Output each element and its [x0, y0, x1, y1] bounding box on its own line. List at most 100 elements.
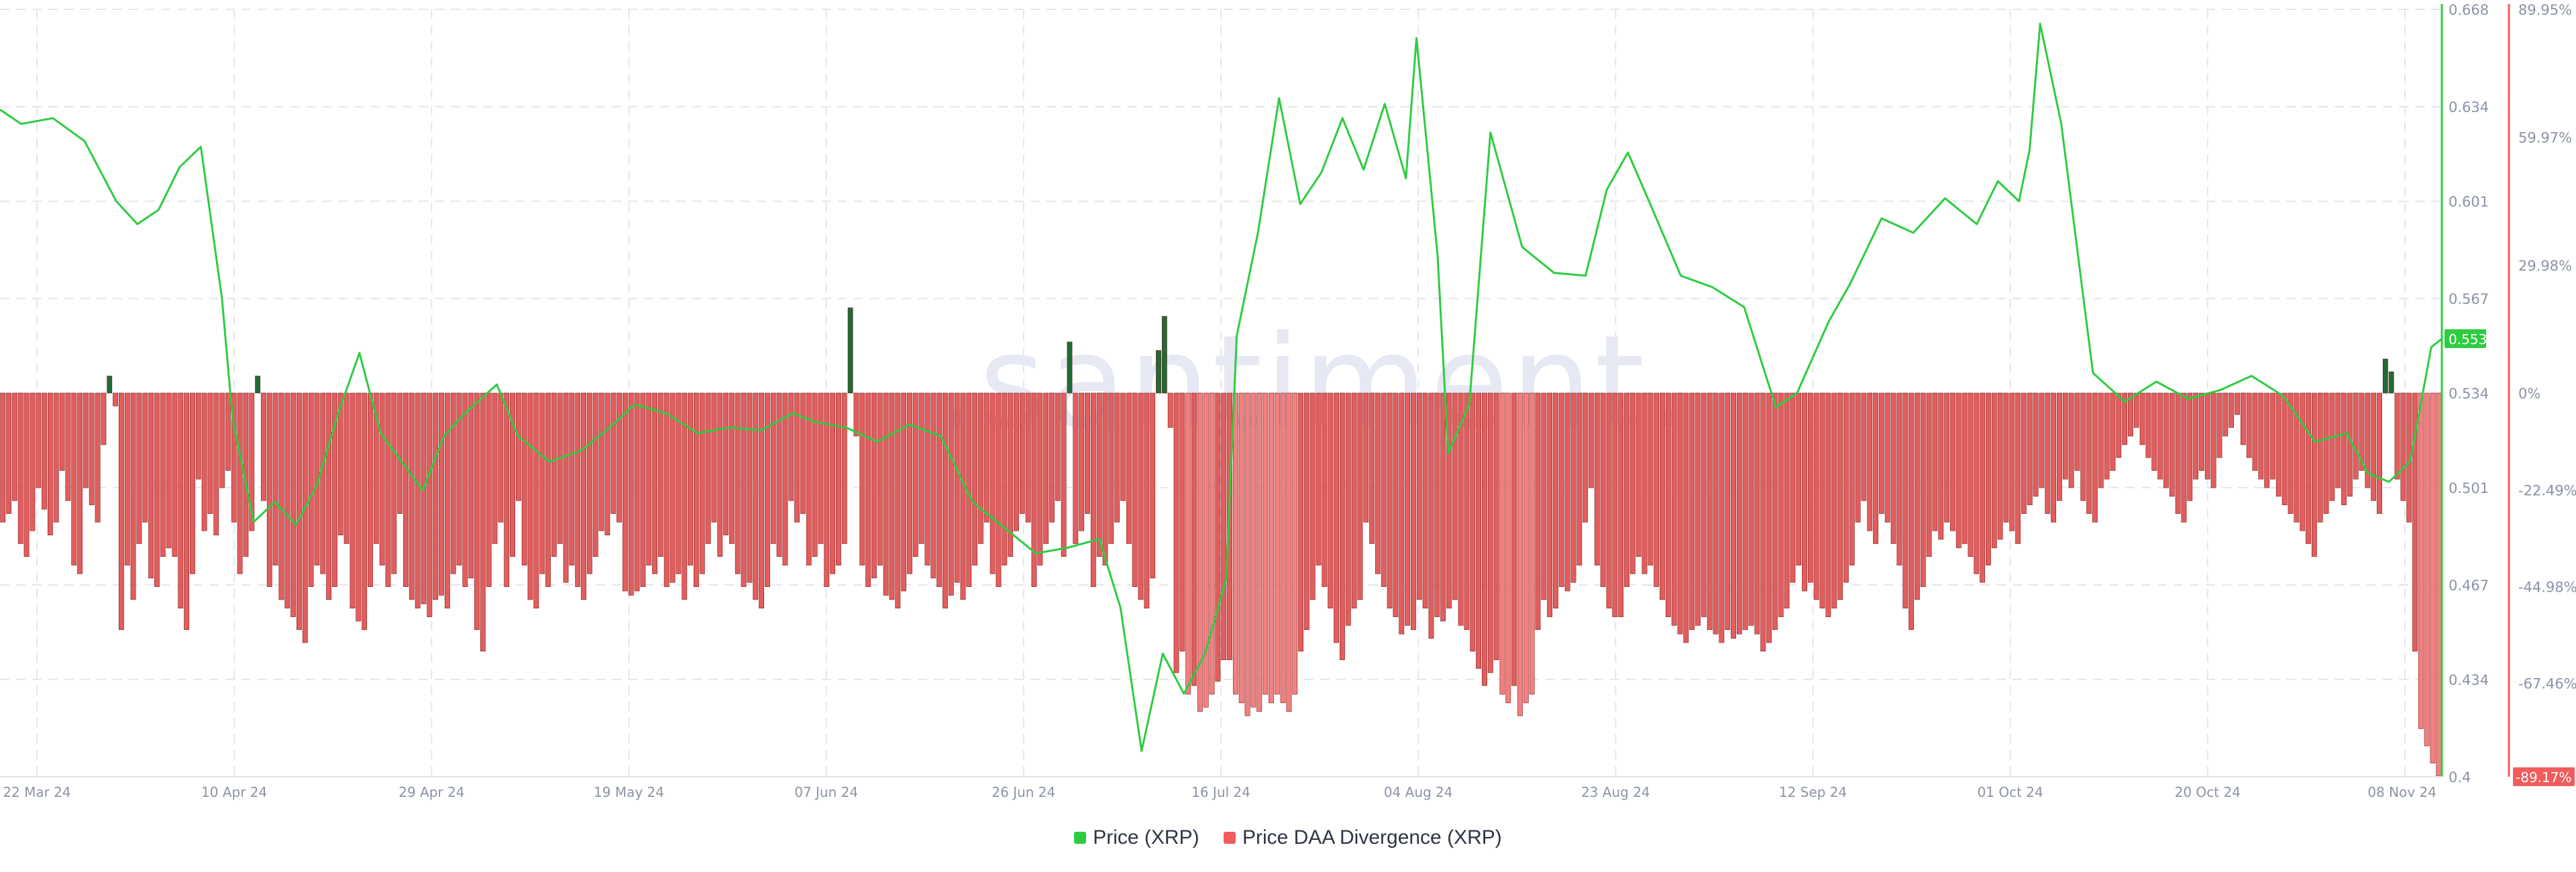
divergence-bar	[1997, 392, 2003, 540]
divergence-bar	[480, 392, 486, 652]
divergence-bar	[1185, 392, 1191, 695]
divergence-bar	[824, 392, 830, 587]
divergence-bar	[11, 392, 17, 501]
divergence-bar	[865, 392, 871, 587]
divergence-bar	[59, 392, 65, 471]
divergence-bar	[320, 392, 326, 574]
divergence-bar	[1499, 392, 1505, 695]
divergence-bar	[2365, 392, 2371, 488]
divergence-bar	[1878, 392, 1884, 514]
divergence-bar	[83, 392, 89, 488]
divergence-bar	[1339, 392, 1345, 661]
divergence-bar	[504, 392, 510, 587]
divergence-badge-bg	[2513, 767, 2575, 786]
divergence-bar	[2145, 392, 2151, 458]
divergence-bar	[989, 392, 996, 574]
divergence-bar	[806, 392, 812, 565]
divergence-bar	[1197, 392, 1203, 712]
divergence-bar	[1742, 392, 1748, 631]
divergence-bar	[1558, 392, 1564, 587]
divergence-bar	[1298, 392, 1303, 652]
divergence-bar	[847, 307, 853, 394]
divergence-bar	[1896, 392, 1902, 565]
divergence-bar	[1968, 392, 1974, 557]
divergence-bar	[1884, 392, 1890, 523]
divergence-bar	[640, 392, 646, 587]
divergence-bar	[337, 392, 343, 535]
divergence-bar	[812, 392, 818, 557]
divergence-bar	[1268, 392, 1274, 704]
divergence-bar	[1576, 392, 1582, 565]
divergence-bar	[373, 392, 379, 544]
divergence-bar	[912, 392, 918, 557]
axes: 0.668 0.634 0.601 0.567 0.534 0.501 0.467 0.434…	[0, 2, 2576, 800]
divergence-bar	[272, 392, 278, 565]
x-tick-label: 07 Jun 24	[794, 784, 858, 800]
divergence-bar	[415, 392, 421, 609]
divergence-bar	[1126, 392, 1132, 544]
divergence-bar	[1351, 392, 1357, 609]
legend-label-price: Price (XRP)	[1093, 826, 1199, 849]
divergence-bar	[1570, 392, 1576, 583]
divergence-bar	[213, 392, 219, 535]
divergence-bar	[107, 376, 113, 394]
divergence-bar	[1831, 392, 1837, 609]
divergence-bar	[1120, 392, 1126, 501]
divergence-bar	[2394, 392, 2400, 480]
divergence-bar	[859, 392, 865, 565]
divergence-bar	[1529, 392, 1535, 695]
divergence-bar	[2235, 392, 2240, 415]
divergence-bar	[1227, 392, 1232, 661]
divergence-bar	[836, 392, 841, 565]
x-tick-label: 19 May 24	[594, 784, 664, 800]
y-left-tick-label: 0.534	[2449, 386, 2489, 402]
divergence-bar	[1422, 392, 1428, 609]
divergence-bar	[1375, 392, 1381, 574]
divergence-bar	[1132, 392, 1138, 587]
divergence-bar	[450, 392, 456, 574]
y-right-tick-label: 89.95%	[2518, 2, 2572, 18]
divergence-bar	[2199, 392, 2204, 471]
legend-item-divergence[interactable]: Price DAA Divergence (XRP)	[1223, 826, 1502, 849]
divergence-bar	[1873, 392, 1878, 544]
legend-item-price[interactable]: Price (XRP)	[1074, 826, 1199, 849]
divergence-bar	[628, 392, 634, 596]
divergence-bar	[1890, 392, 1896, 544]
divergence-bar	[1493, 392, 1499, 661]
divergence-bar	[1470, 392, 1476, 652]
divergence-bar	[166, 392, 172, 549]
divergence-bar	[972, 392, 978, 565]
divergence-bar	[1849, 392, 1855, 565]
x-tick-label: 08 Nov 24	[2367, 784, 2436, 800]
y-right-tick-label: 29.98%	[2518, 258, 2572, 274]
divergence-bar	[924, 392, 930, 565]
divergence-bar	[1079, 392, 1085, 531]
divergence-bar	[225, 392, 231, 471]
divergence-bar	[622, 392, 628, 592]
divergence-bar	[130, 392, 136, 600]
divergence-bar	[557, 392, 563, 544]
divergence-bar	[1920, 392, 1926, 587]
divergence-bar	[1464, 392, 1470, 631]
divergence-bar	[2015, 392, 2021, 544]
divergence-bar	[190, 392, 195, 574]
divergence-bar	[646, 392, 652, 565]
divergence-bar	[172, 392, 178, 557]
chart-legend: Price (XRP) Price DAA Divergence (XRP)	[0, 826, 2576, 849]
divergence-bar	[2264, 392, 2270, 488]
divergence-bar	[308, 392, 314, 587]
divergence-bar	[2229, 392, 2235, 428]
divergence-bar	[2098, 392, 2104, 488]
divergence-bar	[1523, 392, 1529, 704]
divergence-bar	[1790, 392, 1796, 583]
divergence-bars	[0, 307, 2442, 777]
divergence-bar	[1660, 392, 1665, 600]
divergence-bar	[616, 392, 622, 523]
divergence-bar	[474, 392, 480, 631]
divergence-bar	[657, 392, 663, 557]
divergence-bar	[1962, 392, 1968, 544]
divergence-bar	[71, 392, 77, 565]
divergence-bar	[983, 392, 989, 523]
divergence-bar	[2092, 392, 2098, 523]
divergence-bar	[948, 392, 954, 596]
